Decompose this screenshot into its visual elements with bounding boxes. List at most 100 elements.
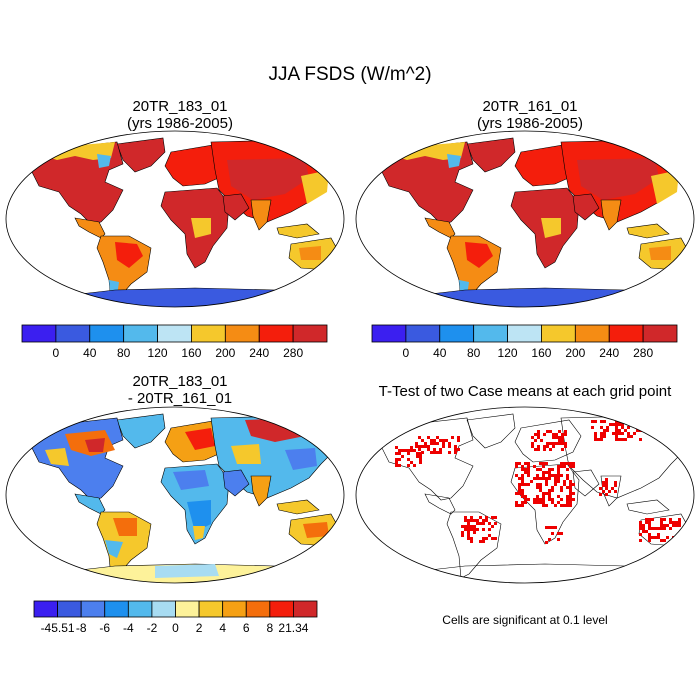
significant-cell: [599, 493, 602, 496]
significant-cell: [442, 442, 445, 445]
india: [250, 199, 272, 231]
significant-cell: [454, 451, 457, 454]
significant-cell: [412, 572, 415, 575]
significant-cell: [367, 581, 370, 583]
significant-cell: [439, 451, 442, 454]
significant-cell: [542, 474, 545, 477]
colorbar-difference-swatch-10: [269, 600, 294, 618]
significant-cell: [543, 445, 546, 448]
significant-cell: [594, 435, 597, 438]
significant-cell: [476, 528, 479, 531]
significant-cell: [618, 429, 621, 432]
significant-cell: [427, 436, 430, 439]
colorbar-field-1-label-1: 40: [83, 346, 97, 360]
significant-cell: [436, 436, 439, 439]
significant-cell: [494, 522, 497, 525]
colorbar-field-2-swatch-3: [473, 324, 508, 343]
significant-cell: [560, 462, 563, 465]
significant-cell: [419, 452, 422, 455]
significant-cell: [651, 536, 654, 539]
significant-cell: [557, 480, 560, 483]
significant-cell: [361, 578, 364, 581]
significant-cell: [370, 578, 373, 581]
significant-cell: [546, 442, 549, 445]
significant-cell: [639, 438, 642, 441]
significant-cell: [521, 480, 524, 483]
panel-4-title-line1: T-Test of two Case means at each grid po…: [378, 383, 672, 400]
significant-cell: [485, 516, 488, 519]
significant-cell: [614, 481, 617, 484]
significant-cell: [669, 527, 672, 530]
significant-cell: [660, 521, 663, 524]
significant-cell: [603, 420, 606, 423]
significant-cell: [605, 478, 608, 481]
significant-cell: [407, 464, 410, 467]
significant-cell: [621, 426, 624, 429]
significant-cell: [436, 451, 439, 454]
significant-cell: [539, 498, 542, 501]
significant-cell: [404, 449, 407, 452]
significant-cell: [536, 495, 539, 498]
significant-cell: [614, 484, 617, 487]
significant-cell: [549, 442, 552, 445]
significant-cell: [410, 449, 413, 452]
significant-cell: [545, 504, 548, 507]
significant-cell: [615, 438, 618, 441]
colorbar-field-2-label-3: 120: [498, 346, 518, 360]
significant-cell: [395, 452, 398, 455]
significant-cell: [663, 527, 666, 530]
significant-cell: [464, 528, 467, 531]
significant-cell: [494, 537, 497, 540]
significant-cell: [555, 436, 558, 439]
significant-cell: [624, 438, 627, 441]
significant-cell: [364, 572, 367, 575]
significant-cell: [639, 423, 642, 426]
significant-cell: [518, 477, 521, 480]
significant-cell: [564, 445, 567, 448]
colorbar-field-1-swatch-2: [89, 324, 125, 343]
colorbar-difference-label-3: -4: [123, 621, 134, 635]
colorbar-difference-label-10: 21.34: [278, 621, 308, 635]
significant-cell: [418, 436, 421, 439]
colorbar-difference-swatch-11: [293, 600, 318, 618]
significant-cell: [557, 477, 560, 480]
significant-cell: [416, 452, 419, 455]
significant-cell: [476, 522, 479, 525]
significant-cell: [660, 524, 663, 527]
significant-cell: [534, 433, 537, 436]
panel-2-title-line2: (yrs 1986-2005): [477, 115, 583, 132]
significant-cell: [554, 477, 557, 480]
colorbar-difference-swatch-2: [80, 600, 106, 618]
significant-cell: [554, 526, 557, 529]
significant-cell: [639, 420, 642, 423]
significant-cell: [533, 501, 536, 504]
colorbar-field-2-swatch-0: [371, 324, 407, 343]
significant-cell: [558, 442, 561, 445]
asia-core: [227, 158, 309, 200]
significant-cell: [558, 430, 561, 433]
panel-4-title: T-Test of two Case means at each grid po…: [355, 383, 695, 400]
significant-cell: [551, 532, 554, 535]
significant-cell: [548, 538, 551, 541]
colorbar-difference-swatch-4: [127, 600, 153, 618]
significant-cell: [564, 442, 567, 445]
significant-cell: [398, 449, 401, 452]
significant-cell: [557, 495, 560, 498]
significant-cell: [542, 495, 545, 498]
significant-cell: [602, 490, 605, 493]
significant-cell: [675, 536, 678, 539]
significant-cell: [615, 435, 618, 438]
significant-cell: [442, 445, 445, 448]
significant-cell: [536, 468, 539, 471]
significant-cell: [548, 495, 551, 498]
significant-cell: [467, 519, 470, 522]
significant-cell: [373, 578, 376, 581]
significant-cell: [621, 423, 624, 426]
significant-cell: [537, 430, 540, 433]
significant-cell: [461, 531, 464, 534]
colorbar-field-1-swatch-4: [157, 324, 192, 343]
map-panel-2: [355, 130, 695, 308]
significant-cell: [524, 483, 527, 486]
colorbar-difference-swatch-8: [222, 600, 247, 618]
significant-cell: [572, 483, 575, 486]
